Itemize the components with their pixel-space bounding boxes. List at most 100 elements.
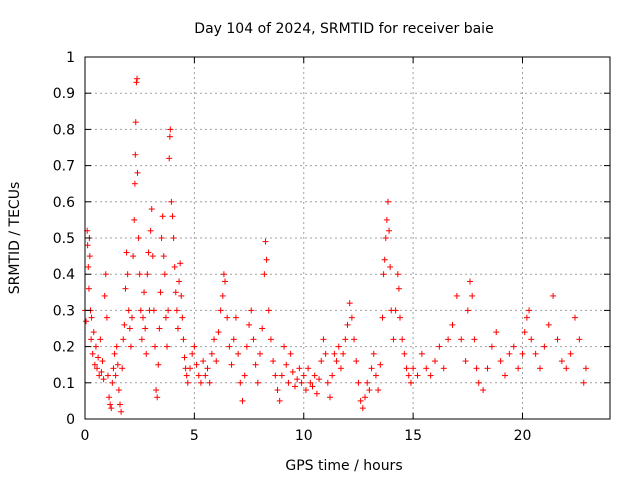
data-point <box>348 314 355 321</box>
data-point <box>120 336 127 343</box>
data-point <box>131 216 138 223</box>
data-point <box>372 372 379 379</box>
data-point <box>368 365 375 372</box>
y-tick-label: 0.1 <box>53 376 75 392</box>
data-point <box>142 325 149 332</box>
data-point <box>189 350 196 357</box>
data-point <box>101 292 108 299</box>
data-point <box>423 365 430 372</box>
data-point <box>106 394 113 401</box>
data-point <box>440 365 447 372</box>
data-point <box>545 321 552 328</box>
data-point <box>112 372 119 379</box>
x-tick-label: 0 <box>81 428 90 444</box>
data-point <box>156 325 163 332</box>
data-point <box>222 278 228 285</box>
data-point <box>224 314 231 321</box>
data-point <box>414 372 421 379</box>
data-point <box>329 372 336 379</box>
data-point <box>103 314 110 321</box>
data-point <box>119 365 126 372</box>
data-point <box>138 336 145 343</box>
data-point <box>397 314 403 321</box>
data-point <box>136 271 143 278</box>
data-point <box>108 405 115 412</box>
data-point <box>208 350 215 357</box>
data-point <box>449 321 456 328</box>
data-point <box>335 343 342 350</box>
data-point <box>132 151 139 158</box>
data-point <box>384 198 391 205</box>
data-point <box>370 350 377 357</box>
data-point <box>88 336 95 343</box>
data-point <box>298 379 305 386</box>
data-point <box>94 365 101 372</box>
data-point <box>200 358 207 365</box>
data-point <box>257 350 263 357</box>
data-point <box>567 350 574 357</box>
data-point <box>88 314 95 321</box>
data-point <box>195 372 202 379</box>
data-points <box>82 75 589 415</box>
data-point <box>309 383 316 390</box>
data-point <box>134 75 141 82</box>
y-tick-label: 0.5 <box>53 231 75 247</box>
data-point <box>324 379 331 386</box>
data-point <box>154 394 161 401</box>
data-point <box>506 350 513 357</box>
data-point <box>157 289 164 296</box>
data-point <box>484 365 491 372</box>
data-point <box>333 358 340 365</box>
data-point <box>177 260 184 267</box>
data-point <box>102 271 109 278</box>
data-point <box>458 336 465 343</box>
data-point <box>580 379 587 386</box>
data-point <box>166 155 173 162</box>
data-point <box>246 321 253 328</box>
data-point <box>130 253 137 260</box>
data-point <box>139 314 146 321</box>
data-point <box>115 387 122 394</box>
data-point <box>250 336 257 343</box>
data-point <box>181 354 188 361</box>
data-point <box>462 358 469 365</box>
data-point <box>488 343 495 350</box>
data-point <box>202 372 209 379</box>
data-point <box>206 379 213 386</box>
data-point <box>187 365 193 372</box>
data-point <box>327 394 333 401</box>
data-point <box>215 329 222 336</box>
data-point <box>85 285 92 292</box>
data-point <box>167 126 174 133</box>
data-point <box>300 372 307 379</box>
data-point <box>322 350 329 357</box>
data-point <box>100 376 107 383</box>
data-point <box>394 271 401 278</box>
data-point <box>150 307 157 314</box>
x-tick-label: 15 <box>404 428 422 444</box>
data-point <box>582 365 589 372</box>
data-point <box>403 365 410 372</box>
data-point <box>392 307 399 314</box>
data-point <box>230 336 237 343</box>
data-point <box>99 358 106 365</box>
data-point <box>85 263 92 270</box>
data-point <box>383 216 390 223</box>
data-point <box>155 361 162 368</box>
data-point <box>305 365 312 372</box>
data-point <box>418 350 425 357</box>
data-point <box>180 336 187 343</box>
data-point <box>436 343 443 350</box>
axis-ticks: 0 5 10 15 20 0 0.1 0.2 0.3 0.4 0.5 0.6 0.7 0.8 0.9 1 <box>53 50 610 444</box>
data-point <box>98 368 105 375</box>
data-point <box>313 390 320 397</box>
data-point <box>445 336 452 343</box>
data-point <box>351 336 358 343</box>
data-point <box>289 368 296 375</box>
data-point <box>278 372 285 379</box>
x-tick-label: 10 <box>295 428 313 444</box>
data-point <box>331 350 338 357</box>
data-point <box>469 292 476 299</box>
data-point <box>427 372 434 379</box>
data-point <box>515 365 522 372</box>
